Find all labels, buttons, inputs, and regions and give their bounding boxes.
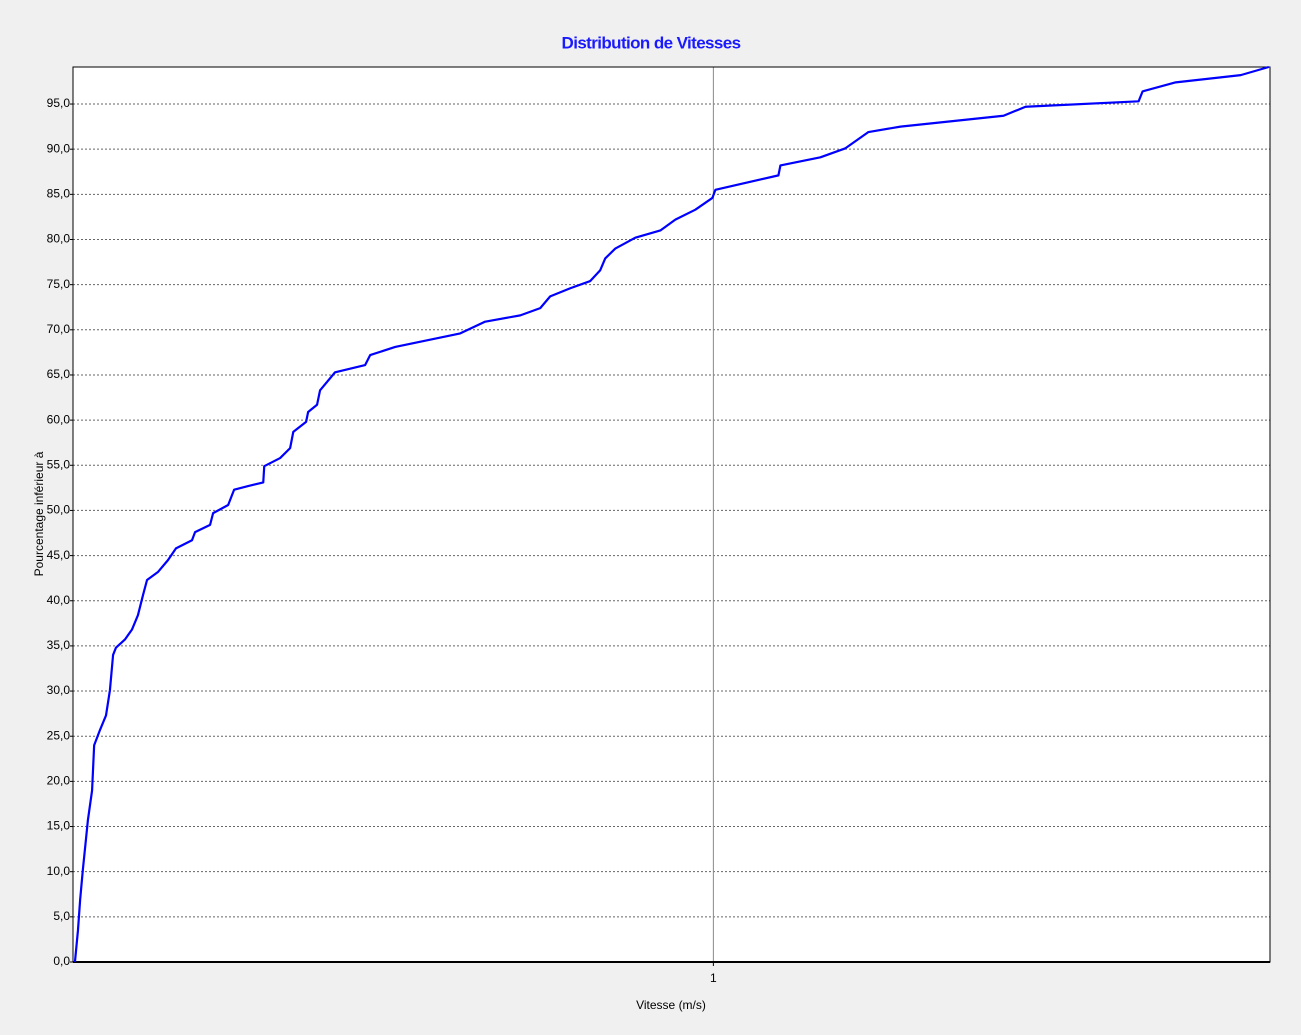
y-tick-label: 30,0 — [47, 683, 71, 697]
y-tick-label: 45,0 — [47, 548, 71, 562]
y-tick-label: 60,0 — [47, 412, 71, 426]
y-tick-label: 90,0 — [47, 141, 71, 155]
y-tick-label: 0,0 — [53, 954, 70, 968]
y-tick-label: 50,0 — [47, 503, 71, 517]
y-tick-label: 70,0 — [47, 322, 71, 336]
y-tick-label: 80,0 — [47, 232, 71, 246]
y-axis-label: Pourcentage inférieur à — [32, 451, 46, 576]
y-tick-label: 35,0 — [47, 638, 71, 652]
plot-area — [73, 67, 1270, 962]
y-tick-label: 15,0 — [47, 819, 71, 833]
y-tick-label: 55,0 — [47, 457, 71, 471]
x-tick-label: 1 — [710, 971, 717, 985]
y-tick-label: 85,0 — [47, 187, 71, 201]
y-tick-label: 20,0 — [47, 774, 71, 788]
data-line — [73, 65, 1270, 963]
y-tick-label: 40,0 — [47, 593, 71, 607]
y-tick-label: 5,0 — [53, 909, 70, 923]
y-tick-label: 95,0 — [47, 96, 71, 110]
y-tick-label: 75,0 — [47, 277, 71, 291]
x-axis-label: Vitesse (m/s) — [636, 998, 706, 1012]
y-tick-label: 10,0 — [47, 864, 71, 878]
y-tick-label: 25,0 — [47, 728, 71, 742]
y-tick-label: 65,0 — [47, 367, 71, 381]
chart-title: Distribution de Vitesses — [562, 33, 741, 52]
